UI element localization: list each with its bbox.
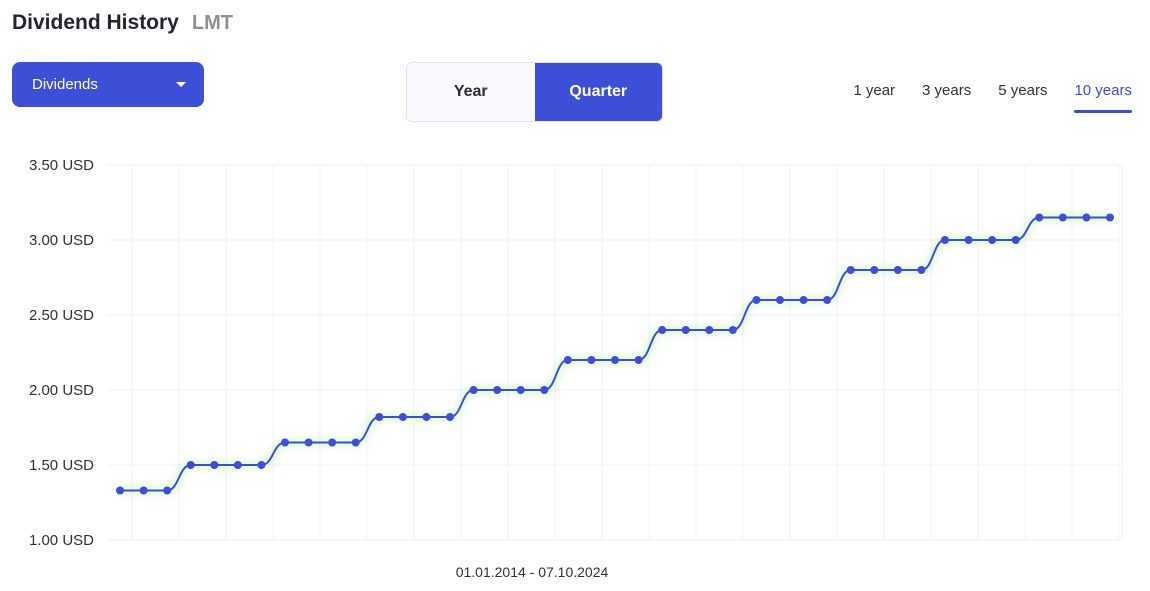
data-point (233, 461, 242, 469)
data-point (1058, 213, 1067, 222)
y-tick-label: 3.50 USD (29, 157, 94, 174)
data-point (893, 266, 902, 274)
dividend-chart: 1.00 USD 1.50 USD 2.00 USD 2.50 USD 3.00 USD… (29, 157, 1123, 549)
data-point (163, 486, 172, 495)
range-tab-1-year[interactable]: 1 year (853, 82, 896, 99)
range-tab-10-years[interactable]: 10 years (1074, 82, 1132, 113)
data-point (139, 486, 148, 495)
metric-dropdown-label: Dividends (32, 76, 98, 93)
data-point (210, 461, 219, 469)
data-point (1106, 213, 1114, 222)
data-point (681, 326, 690, 334)
series-line (120, 216, 1110, 492)
data-point (493, 386, 502, 394)
year-toggle-button[interactable]: Year (407, 63, 535, 121)
x-axis-date-range: 01.01.2014 - 07.10.2024 (455, 564, 609, 580)
data-point (422, 413, 431, 421)
y-tick-label: 1.00 USD (29, 532, 94, 549)
data-point (446, 413, 454, 421)
data-point (846, 266, 855, 274)
y-tick-label: 2.00 USD (29, 382, 94, 399)
data-point (799, 296, 808, 304)
y-tick-label: 1.50 USD (29, 457, 94, 474)
y-tick-label: 3.00 USD (29, 232, 94, 249)
page-title: Dividend History (12, 11, 179, 34)
data-point (611, 356, 619, 364)
data-point (281, 438, 289, 447)
data-point (776, 296, 784, 304)
data-point (563, 356, 572, 364)
data-point (257, 461, 266, 469)
range-tab-3-years[interactable]: 3 years (922, 82, 972, 99)
title-row: Dividend History LMT (12, 11, 233, 35)
data-point (304, 438, 313, 447)
series-line-glow (120, 214, 1110, 494)
data-point (375, 413, 384, 421)
data-point (728, 326, 737, 334)
metric-dropdown[interactable]: Dividends (12, 62, 204, 107)
data-point (1035, 213, 1044, 222)
y-tick-label: 2.50 USD (29, 307, 94, 324)
data-point (1011, 236, 1020, 244)
chevron-down-icon (176, 82, 186, 87)
data-point (540, 386, 549, 394)
data-point (752, 296, 761, 304)
data-point (116, 486, 124, 495)
data-point (823, 296, 832, 304)
data-point (964, 236, 973, 244)
data-point (941, 236, 949, 244)
period-toggle: Year Quarter (406, 62, 663, 122)
data-point (988, 236, 997, 244)
data-point (870, 266, 879, 274)
data-point (634, 356, 643, 364)
data-point (705, 326, 714, 334)
data-point (587, 356, 596, 364)
quarter-toggle-button[interactable]: Quarter (534, 63, 662, 121)
time-range-tabs: 1 year 3 years 5 years 10 years (853, 82, 1132, 113)
data-point (516, 386, 525, 394)
range-tab-5-years[interactable]: 5 years (998, 82, 1048, 99)
data-point (186, 461, 195, 469)
data-point (917, 266, 926, 274)
data-point (328, 438, 337, 447)
data-point (469, 386, 478, 394)
data-point (1082, 213, 1091, 222)
data-point (398, 413, 407, 421)
data-point (658, 326, 667, 334)
data-point (351, 438, 360, 447)
ticker-symbol: LMT (191, 12, 233, 34)
